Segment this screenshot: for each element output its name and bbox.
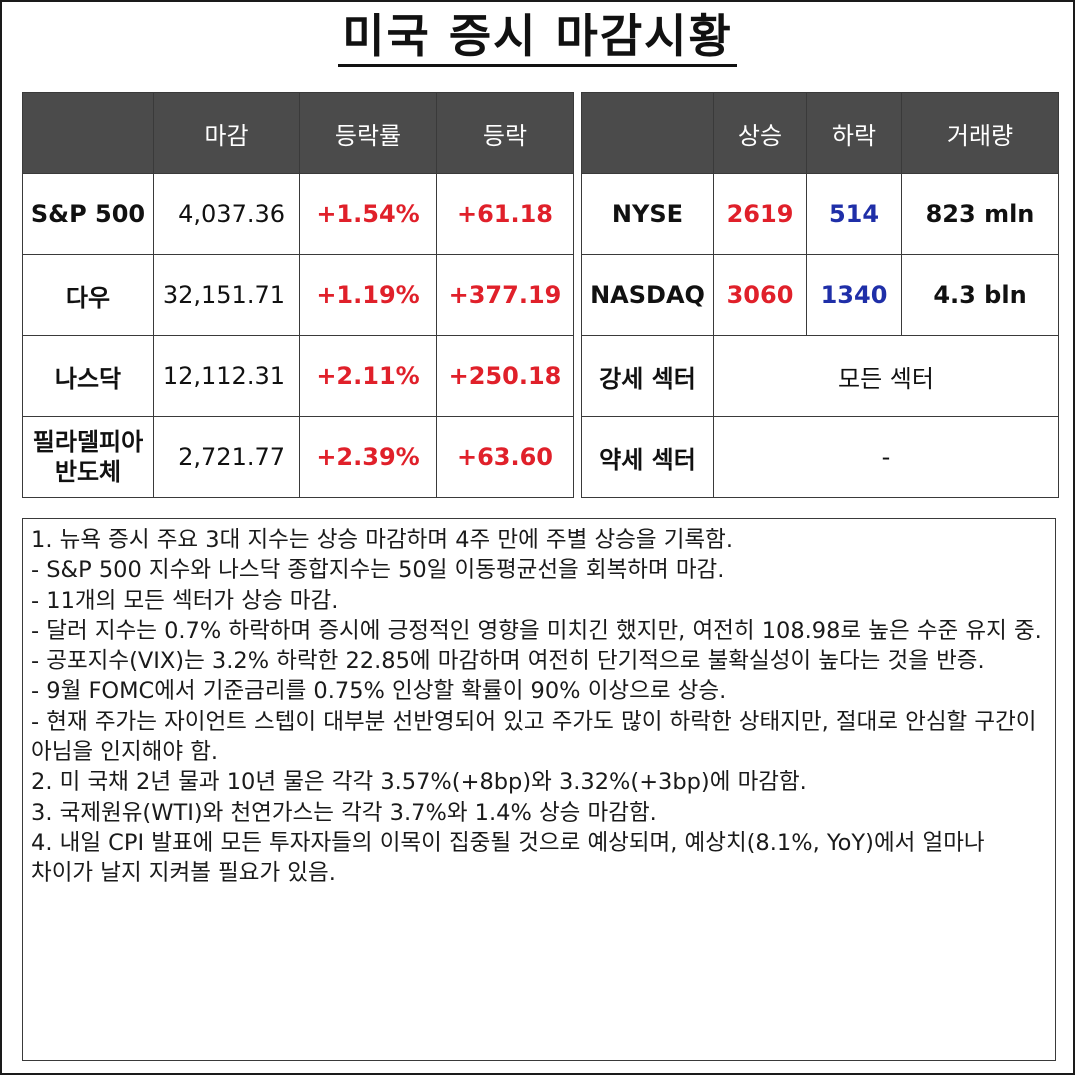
table-row: 필라델피아 반도체 2,721.77 +2.39% +63.60: [22, 416, 574, 498]
market-notes: 1. 뉴욕 증시 주요 3대 지수는 상승 마감하며 4주 만에 주별 상승을 …: [22, 518, 1056, 1061]
index-name: 필라델피아 반도체: [22, 416, 154, 498]
index-pct: +1.54%: [299, 173, 437, 255]
index-close: 32,151.71: [153, 254, 300, 336]
header-advances: 상승: [713, 92, 807, 174]
index-change: +377.19: [436, 254, 574, 336]
index-table-header: 마감 등락률 등락: [22, 92, 574, 174]
index-close: 2,721.77: [153, 416, 300, 498]
index-close: 4,037.36: [153, 173, 300, 255]
index-name: S&P 500: [22, 173, 154, 255]
market-breadth-table: 상승 하락 거래량 NYSE 2619 514 823 mln NASDAQ 3…: [581, 92, 1059, 498]
table-row: S&P 500 4,037.36 +1.54% +61.18: [22, 173, 574, 255]
declines-count: 1340: [806, 254, 902, 336]
volume-value: 4.3 bln: [901, 254, 1059, 336]
exchange-name: NASDAQ: [581, 254, 714, 336]
table-row: 나스닥 12,112.31 +2.11% +250.18: [22, 335, 574, 417]
strong-sector-label: 강세 섹터: [581, 335, 714, 417]
declines-count: 514: [806, 173, 902, 255]
volume-value: 823 mln: [901, 173, 1059, 255]
note-line: 2. 미 국채 2년 물과 10년 물은 각각 3.57%(+8bp)와 3.3…: [31, 769, 807, 796]
advances-count: 3060: [713, 254, 807, 336]
note-line: - 11개의 모든 섹터가 상승 마감.: [31, 587, 339, 614]
note-line: 3. 국제원유(WTI)와 천연가스는 각각 3.7%와 1.4% 상승 마감함…: [31, 799, 657, 826]
index-name: 다우: [22, 254, 154, 336]
note-line: - 공포지수(VIX)는 3.2% 하락한 22.85에 마감하며 여전히 단기…: [31, 648, 985, 675]
header-blank: [22, 92, 154, 174]
note-line: - S&P 500 지수와 나스닥 종합지수는 50일 이동평균선을 회복하며 …: [31, 557, 725, 584]
table-row: NASDAQ 3060 1340 4.3 bln: [581, 254, 1059, 336]
page-title: 미국 증시 마감시황: [338, 8, 737, 67]
header-change: 등락: [436, 92, 574, 174]
weak-sector-value: -: [713, 416, 1059, 498]
header-blank: [581, 92, 714, 174]
index-change: +61.18: [436, 173, 574, 255]
index-pct: +1.19%: [299, 254, 437, 336]
header-close: 마감: [153, 92, 300, 174]
header-pct: 등락률: [299, 92, 437, 174]
advances-count: 2619: [713, 173, 807, 255]
note-line: - 달러 지수는 0.7% 하락하며 증시에 긍정적인 영향을 미치긴 했지만,…: [31, 617, 1042, 644]
index-close: 12,112.31: [153, 335, 300, 417]
page-title-container: 미국 증시 마감시황: [0, 8, 1075, 67]
strong-sector-value: 모든 섹터: [713, 335, 1059, 417]
index-name: 나스닥: [22, 335, 154, 417]
index-pct: +2.39%: [299, 416, 437, 498]
index-change: +250.18: [436, 335, 574, 417]
note-line: - 9월 FOMC에서 기준금리를 0.75% 인상할 확률이 90% 이상으로…: [31, 678, 727, 705]
index-pct: +2.11%: [299, 335, 437, 417]
index-table: 마감 등락률 등락 S&P 500 4,037.36 +1.54% +61.18…: [22, 92, 574, 498]
note-line: - 현재 주가는 자이언트 스텝이 대부분 선반영되어 있고 주가도 많이 하락…: [31, 708, 1037, 766]
table-row: NYSE 2619 514 823 mln: [581, 173, 1059, 255]
weak-sector-label: 약세 섹터: [581, 416, 714, 498]
index-change: +63.60: [436, 416, 574, 498]
exchange-name: NYSE: [581, 173, 714, 255]
note-line: 4. 내일 CPI 발표에 모든 투자자들의 이목이 집중될 것으로 예상되며,…: [31, 829, 985, 887]
table-row: 약세 섹터 -: [581, 416, 1059, 498]
table-row: 강세 섹터 모든 섹터: [581, 335, 1059, 417]
breadth-table-header: 상승 하락 거래량: [581, 92, 1059, 174]
note-line: 1. 뉴욕 증시 주요 3대 지수는 상승 마감하며 4주 만에 주별 상승을 …: [31, 527, 733, 553]
table-row: 다우 32,151.71 +1.19% +377.19: [22, 254, 574, 336]
header-declines: 하락: [806, 92, 902, 174]
header-volume: 거래량: [901, 92, 1059, 174]
